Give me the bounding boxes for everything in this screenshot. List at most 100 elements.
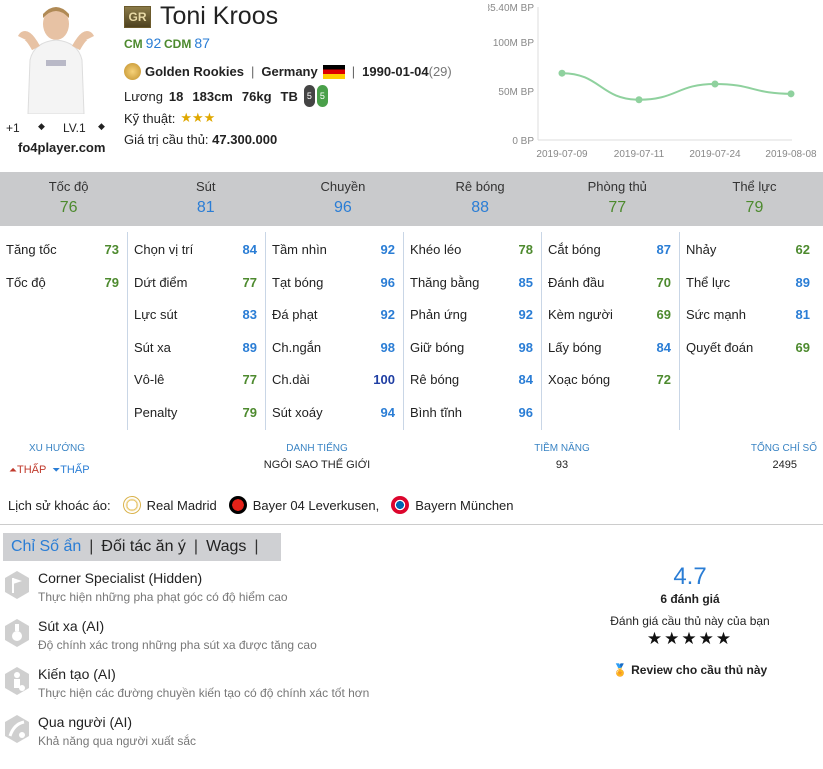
detail-value: 69 bbox=[795, 339, 810, 355]
player-name: Toni Kroos bbox=[160, 2, 279, 30]
star-icon: ★ bbox=[203, 110, 216, 125]
player-age: (29) bbox=[428, 64, 452, 79]
price-point[interactable] bbox=[711, 80, 719, 88]
detail-value: 94 bbox=[380, 404, 395, 420]
corner-flag-icon bbox=[5, 571, 29, 599]
trend-label: XU HƯỚNG bbox=[29, 443, 86, 454]
club-link-bayern[interactable]: Bayern München bbox=[415, 497, 514, 513]
detail-label: Lực sút bbox=[134, 307, 178, 322]
stat-summary-value: 76 bbox=[59, 199, 78, 216]
x-tick-label: 2019-07-24 bbox=[689, 149, 741, 160]
detail-value: 73 bbox=[104, 242, 119, 257]
rating-stars: ★★★★★ bbox=[590, 629, 790, 649]
upgrade-stepper[interactable]: ◆ bbox=[38, 121, 45, 131]
detail-label: Cắt bóng bbox=[548, 242, 601, 257]
divider bbox=[0, 524, 823, 525]
trend-down: THẤP bbox=[60, 464, 90, 476]
detail-value: 98 bbox=[380, 339, 395, 355]
stat-summary-bar: Tốc độ 76 Sút 81 Chuyền 96 Rê bóng 88 Phòng thủ 7… bbox=[0, 172, 823, 226]
divider: | bbox=[351, 64, 356, 79]
position-cdm: CDM 87 bbox=[164, 35, 210, 51]
value-amount: 47.300.000 bbox=[212, 132, 278, 147]
stat-summary-item: Rê bóng 88 bbox=[412, 172, 549, 226]
tab-divider: | bbox=[89, 538, 94, 555]
detail-row: Dứt điểm 77 bbox=[134, 275, 265, 308]
y-tick-label: 0 BP bbox=[512, 136, 534, 147]
detail-label: Sức mạnh bbox=[686, 307, 747, 322]
height-value: 183cm bbox=[192, 88, 233, 104]
star-icon: ★ bbox=[664, 629, 682, 648]
detail-value: 79 bbox=[104, 274, 119, 290]
position-label: CM bbox=[124, 37, 143, 51]
club-link-real-madrid[interactable]: Real Madrid bbox=[146, 497, 217, 513]
detail-column: Tầm nhìn 92 Tạt bóng 96 Đá phạt 92 Ch.ngắn 98 Ch… bbox=[266, 232, 404, 430]
stat-summary-value: 88 bbox=[471, 199, 489, 216]
detail-value: 100 bbox=[373, 372, 395, 387]
physical-row: Lương 18 183cm 76kg TB 5 5 bbox=[124, 85, 328, 107]
foot-icon: 5 5 bbox=[303, 85, 328, 107]
trait-title: Corner Specialist (Hidden) bbox=[38, 570, 203, 586]
tab-hidden-stats[interactable]: Chỉ Số ẩn bbox=[11, 538, 82, 555]
detail-row: Nhảy 62 bbox=[686, 242, 818, 275]
level-stepper[interactable]: ◆ bbox=[98, 121, 105, 131]
weight-value: 76kg bbox=[241, 88, 272, 104]
price-point[interactable] bbox=[635, 96, 643, 104]
tab-divider: | bbox=[193, 538, 199, 555]
trait-desc: Khả năng qua người xuất sắc bbox=[38, 734, 197, 748]
stat-summary-value: 96 bbox=[334, 199, 352, 216]
left-foot-rating: 5 bbox=[303, 85, 315, 107]
divider: | bbox=[250, 64, 255, 79]
tab-wags[interactable]: Wags bbox=[206, 538, 247, 555]
stat-summary-label: Thể lực bbox=[732, 179, 777, 194]
trend-up: THẤP bbox=[17, 464, 47, 476]
price-point[interactable] bbox=[558, 69, 566, 77]
detail-row: Penalty 79 bbox=[134, 405, 265, 438]
history-label: Lịch sử khoác áo: bbox=[8, 497, 111, 513]
detail-value: 83 bbox=[242, 307, 257, 322]
detail-value: 84 bbox=[518, 372, 533, 387]
detail-label: Quyết đoán bbox=[686, 339, 754, 355]
body-type: TB bbox=[280, 88, 298, 104]
trend-block: XU HƯỚNG bbox=[29, 443, 85, 454]
trait-desc: Thực hiện các đường chuyền kiến tạo có đ… bbox=[38, 686, 370, 700]
season-badge: GR bbox=[124, 6, 151, 28]
stat-summary-label: Sút bbox=[196, 179, 216, 194]
club-separator: , bbox=[375, 497, 380, 513]
stat-summary-label: Chuyền bbox=[320, 179, 366, 194]
total-value: 2495 bbox=[772, 459, 797, 471]
stat-summary-item: Tốc độ 76 bbox=[0, 172, 137, 226]
potential-value: 93 bbox=[555, 459, 569, 471]
detail-label: Vô-lê bbox=[134, 372, 165, 387]
rating-panel: 4.7 6 đánh giá Đánh giá cầu thủ này của … bbox=[590, 563, 790, 677]
detail-label: Khéo léo bbox=[410, 242, 462, 257]
detail-value: 79 bbox=[242, 404, 257, 420]
tab-partners[interactable]: Đối tác ăn ý bbox=[101, 538, 186, 555]
price-point[interactable] bbox=[787, 90, 795, 98]
detail-value: 92 bbox=[380, 242, 395, 257]
stat-summary-item: Sút 81 bbox=[137, 172, 274, 226]
site-name: fo4player.com bbox=[18, 140, 106, 155]
review-link[interactable]: 🏅 Review cho cầu thủ này bbox=[590, 663, 790, 677]
club-link-leverkusen[interactable]: Bayer 04 Leverkusen bbox=[252, 497, 376, 513]
detail-value: 84 bbox=[242, 242, 257, 257]
detail-value: 87 bbox=[656, 242, 671, 257]
detail-row: Khéo léo 78 bbox=[410, 242, 541, 275]
real-madrid-crest-icon bbox=[122, 496, 141, 514]
detail-row: Ch.dài 100 bbox=[272, 372, 403, 405]
detail-row: Sức mạnh 81 bbox=[686, 307, 818, 340]
bayern-crest-icon bbox=[391, 496, 410, 514]
long-shot-icon bbox=[5, 619, 29, 647]
club-history: Lịch sử khoác áo: Real Madrid Bayer 04 L… bbox=[8, 496, 514, 514]
skill-row: Kỹ thuật: ★★★ bbox=[124, 110, 215, 126]
detailed-stats: Tăng tốc 73 Tốc độ 79 Chọn vị trí 84 Dứt điểm 7… bbox=[0, 232, 823, 430]
skill-stars: ★★★ bbox=[180, 110, 215, 126]
detail-label: Thể lực bbox=[686, 274, 731, 290]
detail-row: Bình tĩnh 96 bbox=[410, 405, 541, 438]
detail-row: Thăng bằng 85 bbox=[410, 275, 541, 308]
golden-rookies-icon bbox=[124, 63, 141, 80]
detail-value: 92 bbox=[380, 307, 395, 322]
detail-value: 81 bbox=[795, 307, 810, 322]
trait-item: Corner Specialist (Hidden) Thực hiện nhữn… bbox=[4, 570, 288, 604]
detail-row: Kèm người 69 bbox=[548, 307, 679, 340]
